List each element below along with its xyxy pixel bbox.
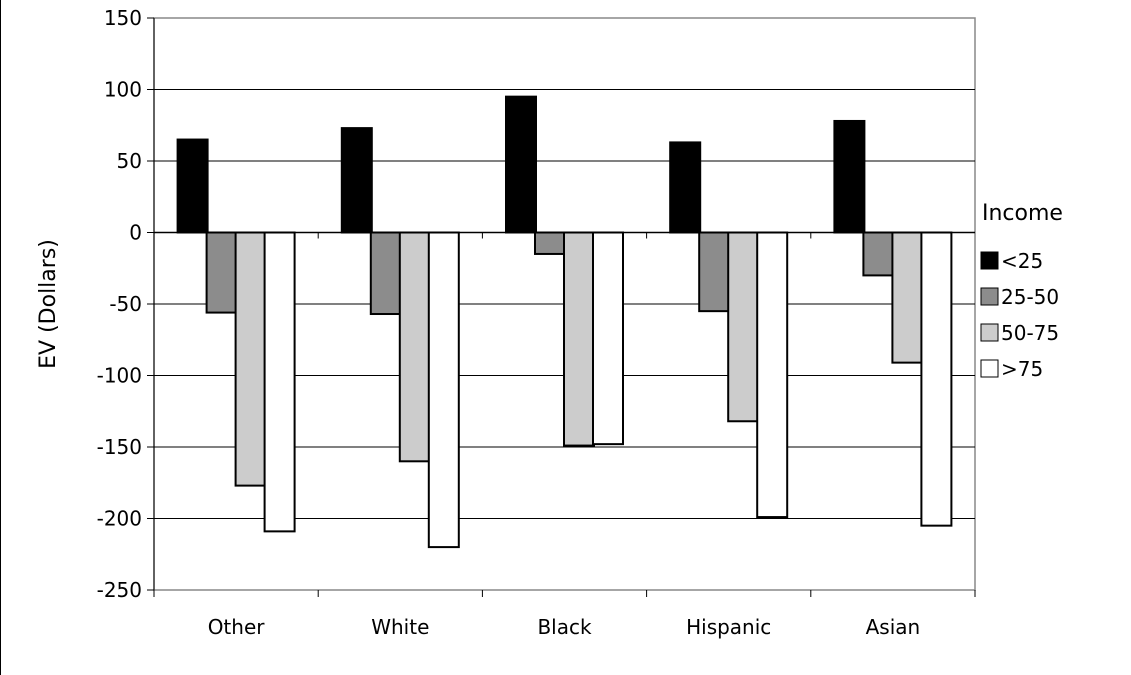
bar-black-2: [563, 231, 595, 447]
legend-label: 50-75: [1001, 321, 1059, 345]
y-tick-label: 150: [104, 6, 142, 30]
bar-hispanic-3: [756, 231, 789, 519]
legend-label: 25-50: [1001, 285, 1059, 309]
y-tick-label: -50: [109, 292, 142, 316]
bar-asian-1: [862, 231, 895, 277]
legend: Income <25 25-50 50-75 >75: [980, 201, 1063, 381]
bar-white-3: [427, 231, 460, 549]
y-tick-label: -250: [97, 578, 142, 602]
bar-hispanic-0: [669, 141, 702, 234]
y-tick-label: -100: [97, 364, 142, 388]
bar-other-2: [234, 231, 267, 487]
bar-white-2: [398, 231, 431, 463]
bars: [176, 95, 953, 549]
legend-swatch: [980, 323, 999, 342]
legend-label: >75: [1001, 357, 1043, 381]
axes: 150 100 50 0 -50 -100 -150 -200 -250 Other White Bl…: [97, 6, 976, 639]
x-category-label: White: [371, 615, 429, 639]
bar-other-3: [263, 231, 296, 533]
bar-asian-2: [891, 231, 924, 364]
legend-item: >75: [980, 357, 1043, 381]
legend-item: 25-50: [980, 285, 1059, 309]
bar-asian-0: [833, 119, 866, 234]
bar-white-0: [340, 127, 373, 234]
legend-swatch: [980, 287, 999, 306]
bar-black-3: [592, 231, 624, 446]
legend-item: <25: [980, 249, 1043, 273]
y-tick-label: 0: [129, 221, 142, 245]
legend-title: Income: [982, 201, 1063, 226]
legend-item: 50-75: [980, 321, 1059, 345]
y-tick-label: -200: [97, 507, 142, 531]
legend-label: <25: [1001, 249, 1043, 273]
x-category-label: Black: [537, 615, 592, 639]
bar-hispanic-1: [698, 231, 731, 313]
y-tick-label: -150: [97, 435, 142, 459]
x-category-label: Other: [208, 615, 266, 639]
x-category-label: Hispanic: [686, 615, 771, 639]
y-axis-title: EV (Dollars): [36, 239, 61, 369]
legend-swatch: [980, 359, 999, 378]
y-tick-label: 50: [117, 149, 142, 173]
bar-asian-3: [920, 231, 953, 527]
x-category-label: Asian: [866, 615, 921, 639]
bar-other-0: [176, 138, 209, 234]
y-tick-label: 100: [104, 78, 142, 102]
bar-black-0: [505, 95, 537, 234]
bar-other-1: [205, 231, 238, 314]
bar-black-1: [534, 231, 566, 255]
legend-swatch: [980, 251, 999, 270]
bar-hispanic-2: [727, 231, 760, 423]
bar-white-1: [369, 231, 402, 316]
